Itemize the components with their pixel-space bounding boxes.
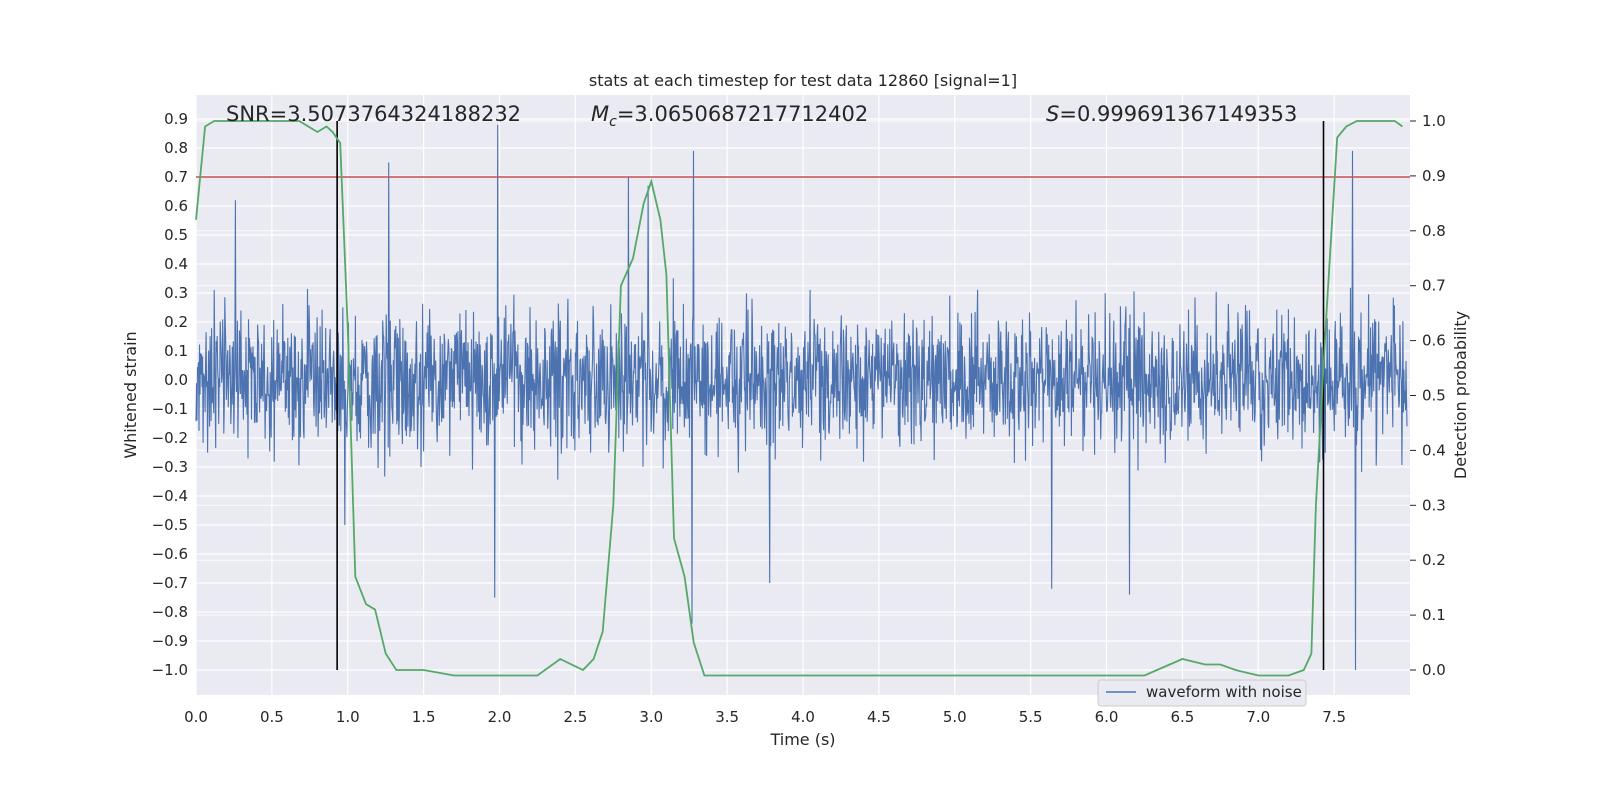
y-tick-label: −0.5 xyxy=(152,516,188,534)
y-right-tick-label: 0.9 xyxy=(1422,167,1446,185)
y-axis-label: Whitened strain xyxy=(121,331,140,458)
x-tick-label: 4.5 xyxy=(867,708,891,726)
x-tick-label: 3.5 xyxy=(715,708,739,726)
y-right-tick-label: 0.3 xyxy=(1422,496,1446,514)
legend-label: waveform with noise xyxy=(1146,683,1302,701)
y-tick-label: −0.4 xyxy=(152,487,188,505)
y-tick-label: −1.0 xyxy=(152,661,188,679)
x-tick-label: 0.5 xyxy=(260,708,284,726)
y-right-tick-label: 0.8 xyxy=(1422,222,1446,240)
s-annotation: S=0.999691367149353 xyxy=(1046,102,1297,126)
y-right-tick-label: 0.2 xyxy=(1422,551,1446,569)
y-right-tick-label: 0.0 xyxy=(1422,661,1446,679)
y-right-tick-label: 0.7 xyxy=(1422,277,1446,295)
y-tick-label: 0.9 xyxy=(164,110,188,128)
legend-box xyxy=(1097,679,1307,707)
y-tick-label: −0.3 xyxy=(152,458,188,476)
x-tick-label: 5.0 xyxy=(943,708,967,726)
y-tick-label: −0.6 xyxy=(152,545,188,563)
x-tick-label: 7.5 xyxy=(1322,708,1346,726)
x-tick-label: 7.0 xyxy=(1246,708,1270,726)
legend: waveform with noise xyxy=(1097,679,1307,707)
x-tick-label: 2.5 xyxy=(563,708,587,726)
y-right-tick-label: 0.1 xyxy=(1422,606,1446,624)
y-tick-label: 0.6 xyxy=(164,197,188,215)
y-right-tick-label: 0.6 xyxy=(1422,332,1446,350)
x-tick-label: 0.0 xyxy=(184,708,208,726)
y-tick-label: 0.2 xyxy=(164,313,188,331)
x-tick-label: 3.0 xyxy=(639,708,663,726)
waveform-line xyxy=(195,124,1408,671)
snr-annotation: SNR=3.5073764324188232 xyxy=(226,102,521,126)
x-tick-label: 2.0 xyxy=(488,708,512,726)
waveform-series xyxy=(195,124,1408,671)
y-tick-label: −0.7 xyxy=(152,574,188,592)
chart-title: stats at each timestep for test data 128… xyxy=(589,71,1017,90)
probability-line xyxy=(195,120,1403,677)
y-tick-label: 0.1 xyxy=(164,342,188,360)
y-tick-label: 0.7 xyxy=(164,168,188,186)
y-right-tick-label: 0.5 xyxy=(1422,387,1446,405)
x-axis-label: Time (s) xyxy=(769,730,835,749)
y-tick-label: −0.9 xyxy=(152,632,188,650)
y-right-axis-label: Detection probability xyxy=(1451,311,1470,479)
y-tick-label: 0.3 xyxy=(164,284,188,302)
overlays xyxy=(195,120,1410,677)
y-tick-label: −0.1 xyxy=(152,400,188,418)
x-tick-label: 1.5 xyxy=(412,708,436,726)
y-right-tick-label: 0.4 xyxy=(1422,441,1446,459)
y-tick-label: 0.0 xyxy=(164,371,188,389)
x-tick-label: 5.5 xyxy=(1019,708,1043,726)
y-tick-label: 0.4 xyxy=(164,255,188,273)
x-tick-label: 6.0 xyxy=(1095,708,1119,726)
x-tick-label: 4.0 xyxy=(791,708,815,726)
y-tick-label: 0.5 xyxy=(164,226,188,244)
y-tick-label: −0.2 xyxy=(152,429,188,447)
ticks: 0.0 0.5 1.0 1.5 2.0 2.5 3.0 3.5 4.0 4.5 5.0 5.5 6.0 6… xyxy=(152,110,1446,726)
mc-annotation: Mc=3.0650687217712402 xyxy=(591,102,868,130)
y-tick-label: −0.8 xyxy=(152,603,188,621)
x-tick-label: 1.0 xyxy=(336,708,360,726)
y-tick-label: 0.8 xyxy=(164,139,188,157)
y-right-tick-label: 1.0 xyxy=(1422,112,1446,130)
grid xyxy=(195,95,1410,695)
x-tick-label: 6.5 xyxy=(1170,708,1194,726)
